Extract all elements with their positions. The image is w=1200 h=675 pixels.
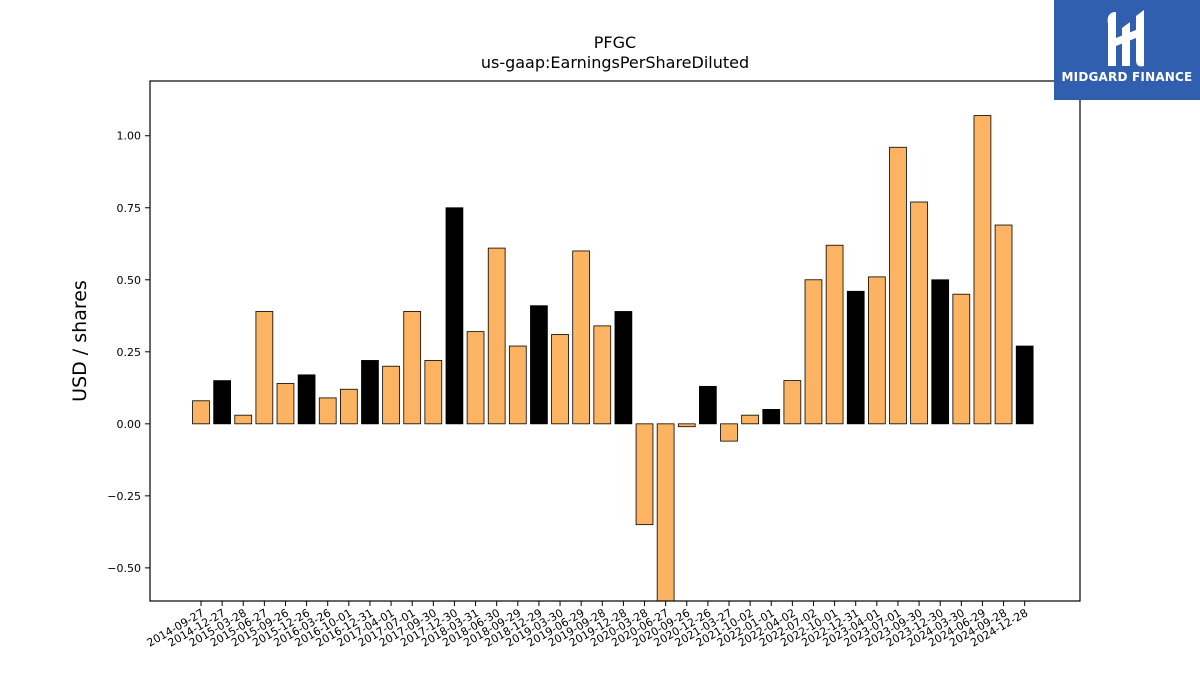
chart-subtitle: us-gaap:EarningsPerShareDiluted — [481, 53, 749, 72]
bar-2019-03-30 — [551, 334, 569, 425]
chart-title: PFGC — [594, 33, 636, 52]
bars-group — [192, 115, 1034, 602]
bar-2018-03-31 — [466, 331, 485, 425]
bar-2022-10-01 — [825, 244, 844, 425]
midgard-logo-icon — [1107, 10, 1144, 67]
y-ticks-group: −0.50 −0.25 0.00 0.25 0.50 0.75 1.00 — [107, 130, 150, 575]
bar-2022-12-31 — [846, 290, 865, 425]
bar-2023-09-30 — [910, 201, 928, 425]
y-tick-label: −0.25 — [107, 490, 141, 503]
bar-2017-04-01 — [382, 365, 400, 425]
bar-2024-03-30 — [952, 293, 971, 425]
bar-2023-12-30 — [931, 279, 950, 425]
y-tick-label: 0.00 — [117, 418, 142, 431]
bar-2024-09-28 — [994, 224, 1013, 425]
y-tick-label: 0.50 — [117, 274, 142, 287]
y-tick-label: 0.25 — [117, 346, 142, 359]
bar-2024-06-29 — [973, 115, 992, 425]
bar-2014-09-27 — [192, 400, 210, 425]
bar-2019-06-29 — [572, 250, 591, 425]
brand-logo: MIDGARD FINANCE — [1054, 0, 1200, 100]
bar-2014-12-27 — [213, 380, 231, 425]
bar-2019-09-28 — [593, 325, 612, 425]
y-tick-label: −0.50 — [107, 562, 141, 575]
bar-2022-04-02 — [783, 380, 802, 425]
bar-2019-12-28 — [614, 311, 633, 425]
bar-2016-10-01 — [339, 388, 358, 425]
logo-text: MIDGARD FINANCE — [1061, 70, 1193, 84]
y-axis-label: USD / shares — [69, 280, 91, 402]
bar-2017-09-30 — [424, 360, 443, 425]
bar-2017-07-01 — [403, 311, 422, 425]
bar-2016-03-26 — [318, 397, 337, 425]
bar-2020-09-26 — [677, 423, 696, 428]
bar-2015-12-26 — [297, 374, 316, 425]
bar-2023-04-01 — [867, 276, 886, 425]
bar-2015-03-28 — [234, 414, 253, 425]
bar-2017-12-30 — [445, 207, 464, 425]
plot-frame — [149, 80, 1081, 602]
y-tick-label: 0.75 — [117, 202, 142, 215]
bar-2018-09-29 — [508, 345, 527, 425]
bar-2021-10-02 — [741, 414, 759, 425]
bar-2018-06-30 — [487, 247, 506, 425]
bar-2015-09-26 — [276, 383, 295, 425]
bar-2022-01-01 — [762, 409, 781, 425]
bar-2020-12-26 — [699, 385, 717, 425]
bar-2020-03-28 — [635, 423, 654, 526]
bar-2024-12-28 — [1015, 345, 1034, 425]
bar-2022-07-02 — [804, 279, 823, 425]
bar-2018-12-29 — [530, 305, 548, 425]
y-tick-label: 1.00 — [117, 130, 142, 143]
x-ticks-group: 2014-09-272014-12-272015-03-282015-06-27… — [145, 601, 1030, 650]
bar-2020-06-27 — [656, 423, 675, 602]
bar-2015-06-27 — [255, 311, 274, 425]
bar-2023-07-01 — [889, 146, 907, 425]
bar-2021-03-27 — [720, 423, 738, 442]
bar-2016-12-31 — [361, 360, 379, 425]
